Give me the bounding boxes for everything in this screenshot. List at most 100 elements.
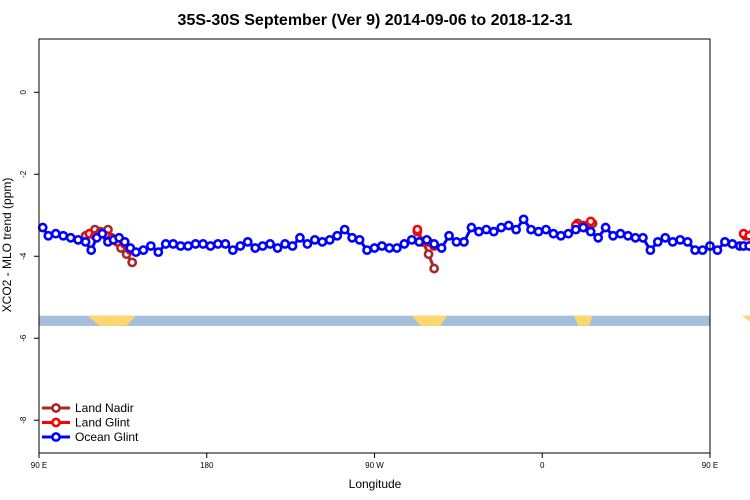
ocean-glint-point (526, 224, 536, 235)
ocean-glint-point (347, 232, 358, 243)
ocean-glint-point (593, 232, 604, 243)
ocean-glint-point (429, 239, 440, 249)
x-tick-label: 0 (540, 461, 545, 470)
x-tick-label: 90 E (31, 461, 47, 470)
ocean-glint-point (213, 239, 223, 249)
ocean-glint-point (317, 237, 328, 247)
ocean-glint-point (309, 234, 320, 245)
legend-swatch-marker (51, 403, 61, 413)
ocean-glint-point (145, 241, 156, 251)
ocean-glint-point (406, 234, 417, 245)
ocean-glint-point (652, 237, 663, 247)
ocean-glint-point (37, 222, 48, 233)
ocean-glint-point (675, 234, 686, 245)
ocean-glint-point (73, 234, 84, 245)
ocean-glint-point (86, 245, 97, 255)
ocean-glint-point (287, 241, 298, 251)
ocean-glint-point (488, 226, 499, 237)
land-segment-3 (741, 315, 750, 322)
ocean-glint-point (720, 237, 730, 247)
y-tick-label: 0 (19, 90, 28, 95)
ocean-glint-point (384, 243, 395, 253)
ocean-glint-point (399, 239, 410, 249)
ocean-glint-point (712, 245, 723, 255)
ocean-glint-point (362, 245, 372, 255)
ocean-glint-point (615, 228, 626, 239)
ocean-glint-point (744, 241, 750, 251)
ocean-glint-point (190, 239, 201, 249)
ocean-glint-point (600, 222, 611, 233)
ocean-glint-point (198, 239, 208, 249)
ocean-glint-point (168, 239, 179, 249)
ocean-glint-point (645, 245, 656, 255)
ocean-glint-point (65, 232, 76, 243)
ocean-glint-point (332, 230, 343, 241)
chart-title: 35S-30S September (Ver 9) 2014-09-06 to … (178, 12, 573, 29)
ocean-glint-point (541, 224, 551, 235)
land-glint-point (744, 230, 750, 241)
ocean-glint-point (563, 228, 574, 239)
ocean-glint-point (138, 245, 149, 255)
land-ocean-strip (39, 315, 750, 326)
ocean-glint-point (354, 234, 365, 245)
ocean-glint-point (295, 232, 305, 243)
ocean-glint-point (585, 226, 596, 237)
x-tick-label: 180 (200, 461, 214, 470)
ocean-glint-point (257, 241, 268, 251)
ocean-glint-point (555, 230, 566, 241)
legend-swatch-marker (51, 417, 61, 428)
ocean-glint-point (660, 232, 671, 243)
ocean-glint-point (50, 228, 61, 239)
ocean-glint-point (265, 239, 276, 249)
ocean-glint-point (250, 243, 261, 253)
y-axis: 0 -2 -4 -6 -8 (19, 90, 39, 424)
ocean-glint-point (444, 230, 454, 241)
ocean-glint-point (690, 245, 700, 255)
ocean-glint-point (80, 237, 91, 247)
ocean-glint-point (518, 214, 529, 225)
ocean-glint-point (459, 237, 469, 247)
ocean-glint-point (533, 226, 544, 237)
ocean-glint-point (43, 230, 54, 241)
ocean-glint-point (227, 245, 238, 255)
ocean-glint-point (697, 245, 708, 255)
ocean-glint-point (220, 239, 231, 249)
ocean-glint-point (160, 239, 171, 249)
ocean-glint-point (511, 224, 522, 235)
legend-label: Land Glint (75, 416, 130, 430)
ocean-glint-point (421, 234, 432, 245)
ocean-glint-point (377, 241, 387, 251)
ocean-glint-point (682, 237, 693, 247)
y-tick-label: -4 (19, 252, 28, 260)
y-axis-label: XCO2 - MLO trend (ppm) (0, 178, 14, 313)
land-glint-point (412, 224, 423, 235)
legend-item-land-nadir: Land Nadir (42, 401, 134, 415)
ocean-glint-point (727, 239, 738, 249)
legend-label: Ocean Glint (75, 430, 139, 444)
ocean-glint-point (153, 247, 164, 258)
ocean-glint-point (496, 222, 507, 233)
ocean-glint-point (272, 243, 283, 253)
land-nadir-point (429, 263, 440, 274)
y-tick-label: -6 (19, 334, 28, 342)
land-nadir-point (423, 249, 434, 260)
series-layer (37, 214, 750, 274)
ocean-glint-point (570, 224, 581, 235)
ocean-glint-point (466, 222, 477, 233)
x-axis: 90 E 180 90 W 0 90 E (31, 453, 718, 470)
ocean-glint-point (205, 241, 216, 251)
ocean-glint-point (473, 226, 484, 237)
ocean-glint-point (302, 239, 313, 249)
ocean-glint-point (608, 230, 618, 241)
ocean-glint-point (369, 243, 380, 253)
ocean-glint-point (414, 237, 425, 247)
ocean-glint-point (280, 239, 290, 249)
x-axis-label: Longitude (349, 477, 402, 491)
ocean-glint-point (339, 224, 350, 235)
legend-swatch-marker (51, 432, 61, 442)
ocean-glint-point (503, 220, 514, 231)
ocean-glint-point (578, 222, 589, 233)
ocean-glint-point (436, 243, 447, 253)
